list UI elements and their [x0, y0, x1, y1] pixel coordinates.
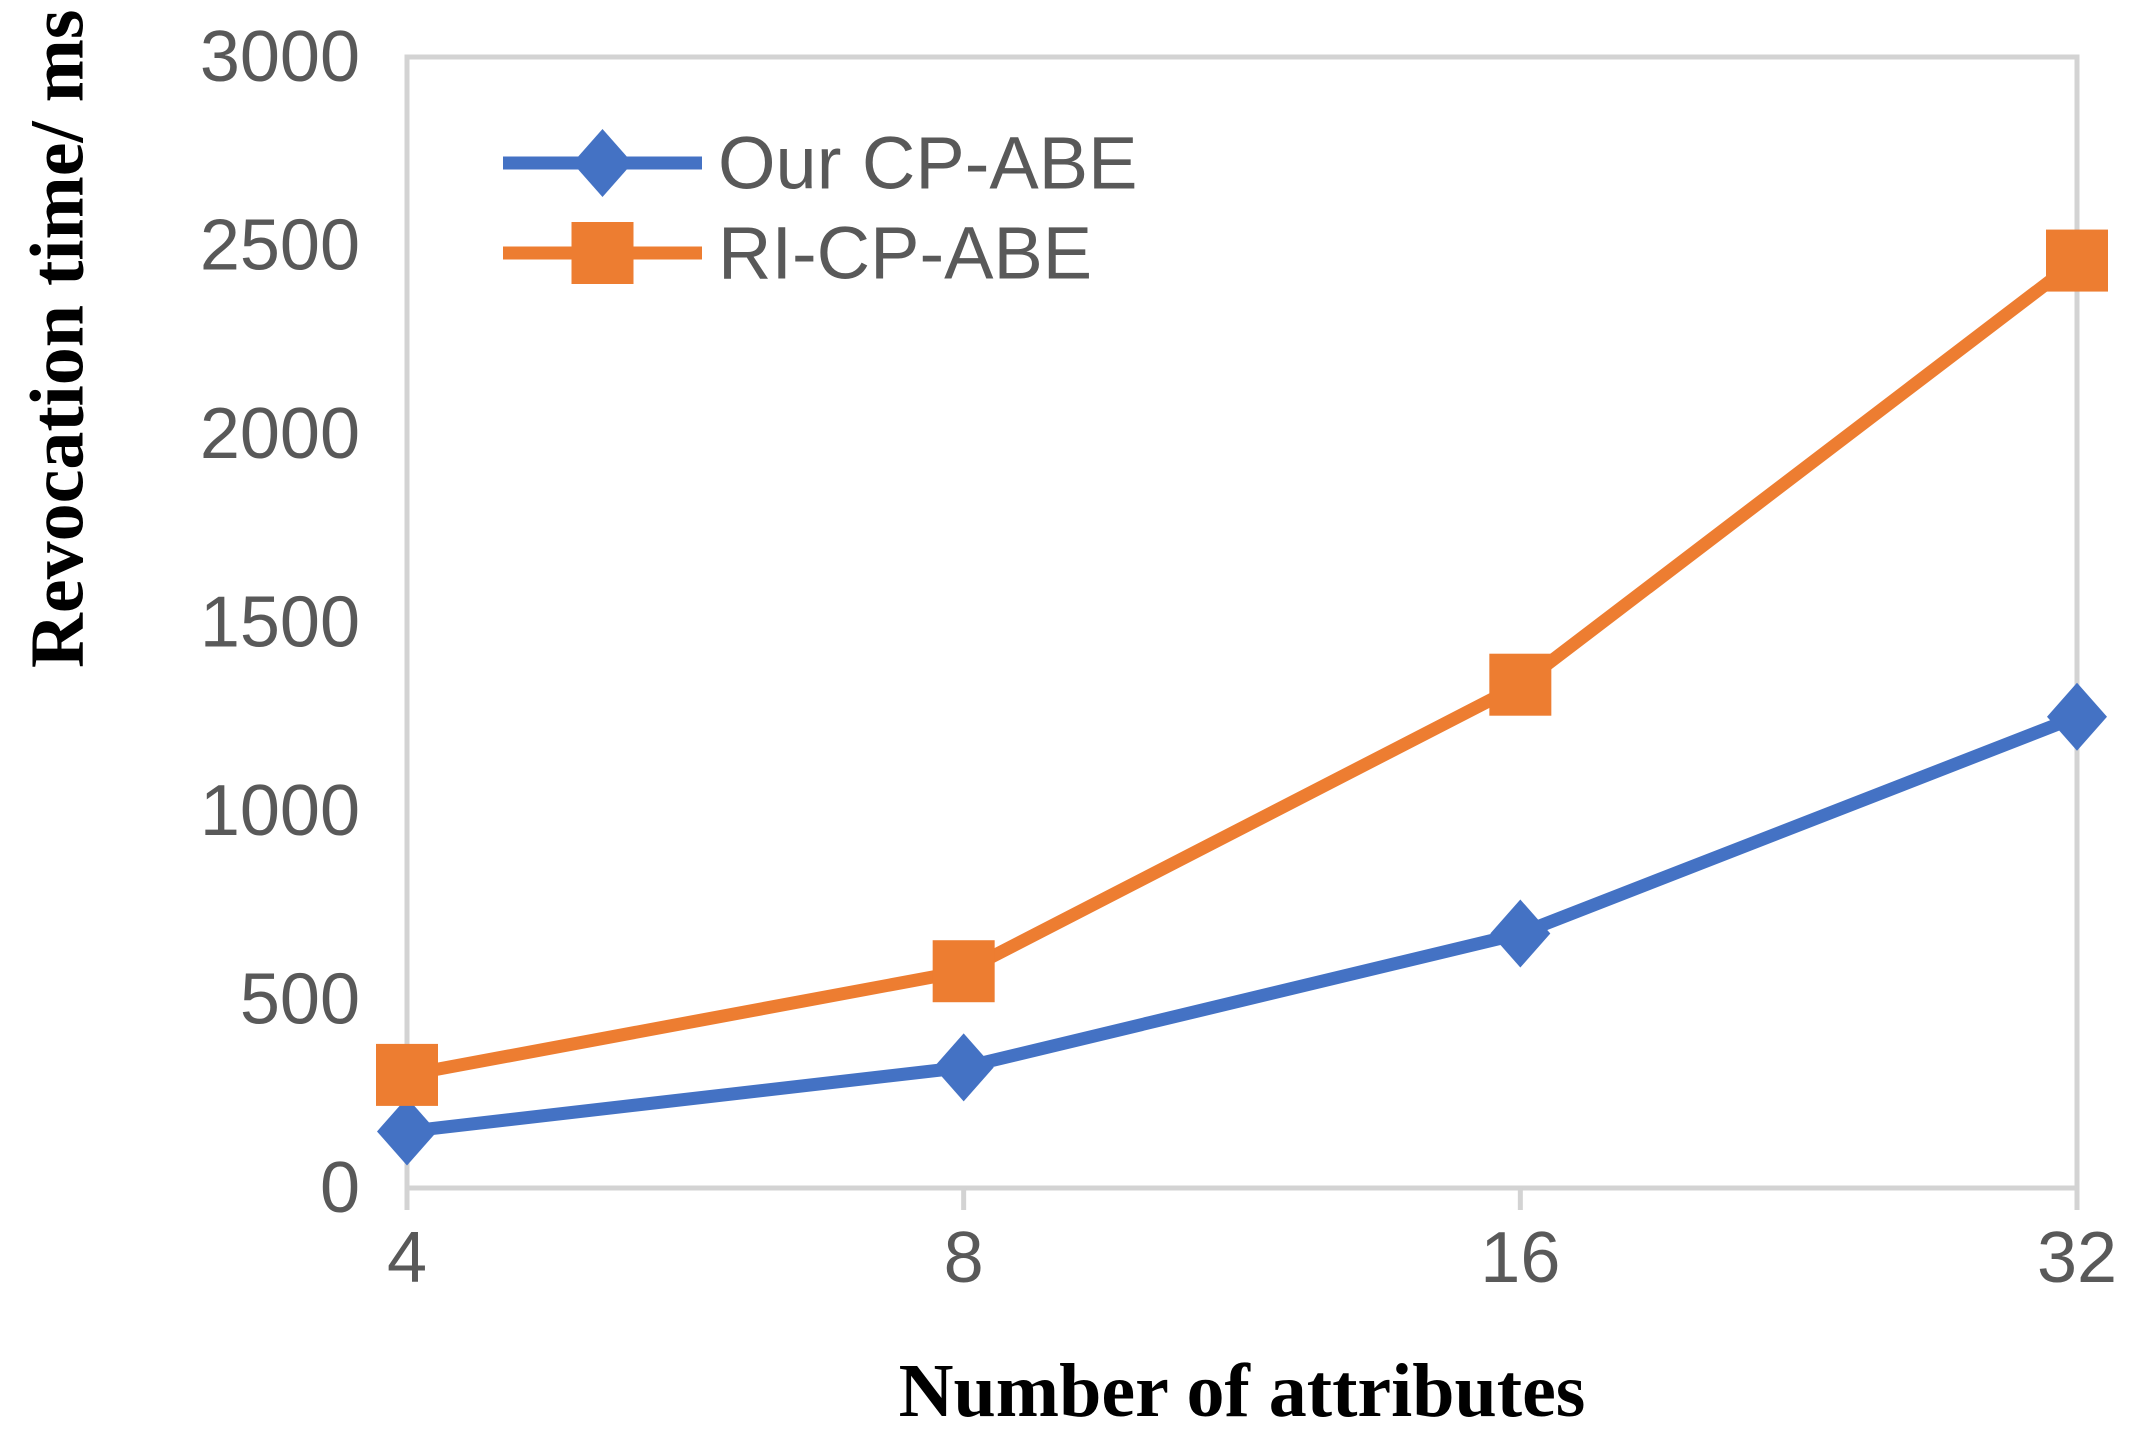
y-axis-title: Revocation time/ ms	[15, 9, 102, 668]
series-line-ri-cp-abe	[405, 255, 2081, 1082]
y-tick-label: 2500	[200, 206, 360, 286]
legend-label: RI-CP-ABE	[718, 212, 1092, 295]
data-point-ri-cp-abe	[1489, 653, 1552, 716]
plot-border	[404, 54, 2080, 1191]
y-tick-label: 0	[320, 1148, 360, 1228]
y-tick-label: 500	[240, 960, 360, 1040]
y-tick-label: 1000	[200, 771, 360, 851]
y-tick-label: 3000	[200, 17, 360, 97]
data-point-our-cp-abe	[1490, 899, 1551, 968]
y-axis-title-text: Revocation time/ ms	[15, 9, 100, 668]
data-point-ri-cp-abe	[2046, 229, 2108, 292]
data-point-ri-cp-abe	[376, 1043, 438, 1106]
x-tick-label: 4	[387, 1218, 427, 1298]
x-axis-title: Number of attributes	[898, 1349, 1586, 1433]
y-tick-label: 2000	[200, 394, 360, 474]
x-tick-label: 8	[944, 1218, 984, 1298]
x-tick-label: 32	[2037, 1218, 2117, 1298]
legend-label: Our CP-ABE	[718, 122, 1137, 205]
data-point-ri-cp-abe	[932, 940, 995, 1003]
legend-marker-square	[571, 222, 634, 284]
data-point-our-cp-abe	[933, 1033, 994, 1102]
data-point-our-cp-abe	[377, 1097, 437, 1166]
legend-marker-diamond	[572, 129, 633, 197]
series-line-our-cp-abe	[406, 710, 2080, 1138]
x-tick-label: 16	[1480, 1218, 1560, 1298]
data-point-our-cp-abe	[2047, 682, 2107, 751]
y-tick-label: 1500	[200, 583, 360, 663]
